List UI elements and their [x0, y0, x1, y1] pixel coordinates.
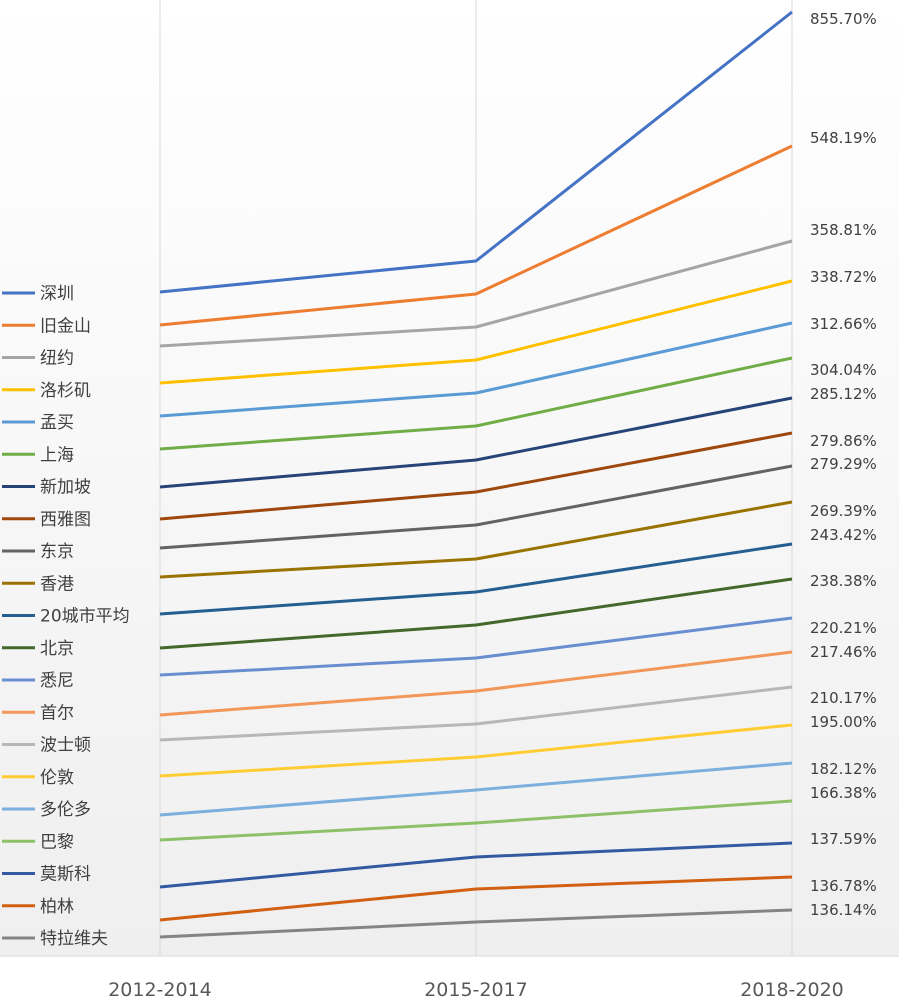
data-label: 238.38%: [810, 572, 877, 590]
legend-item: 多伦多: [2, 800, 91, 820]
legend-item: 上海: [2, 445, 74, 465]
x-tick-label: 2012-2014: [108, 979, 212, 999]
series-line: [159, 650, 793, 717]
legend-label: 香港: [40, 574, 74, 594]
legend-label: 西雅图: [40, 510, 91, 530]
legend-item: 深圳: [2, 284, 74, 304]
data-label: 548.19%: [810, 129, 877, 147]
legend-item: 悉尼: [2, 671, 74, 691]
legend-label: 旧金山: [40, 316, 91, 336]
data-label: 304.04%: [810, 361, 877, 379]
series-line: [159, 761, 793, 817]
legend-item: 波士顿: [2, 736, 91, 756]
data-label: 312.66%: [810, 315, 877, 333]
data-label: 358.81%: [810, 221, 877, 239]
legend-item: 旧金山: [2, 316, 91, 336]
series-line: [159, 279, 793, 385]
legend-item: 首尔: [2, 703, 74, 723]
series-line: [159, 321, 793, 418]
data-label: 220.21%: [810, 619, 877, 637]
series-line: [159, 464, 793, 550]
legend-item: 新加坡: [2, 478, 91, 498]
data-label: 338.72%: [810, 268, 877, 286]
legend-label: 巴黎: [40, 832, 74, 852]
plot-background: [0, 0, 899, 956]
legend-label: 上海: [40, 445, 74, 465]
legend-item: 20城市平均: [2, 607, 130, 627]
data-label: 279.29%: [810, 455, 877, 473]
series-line: [159, 723, 793, 778]
series-line: [159, 841, 793, 889]
legend-item: 香港: [2, 574, 74, 594]
x-tick-label: 2018-2020: [740, 979, 844, 999]
data-label: 136.14%: [810, 901, 877, 919]
series-line: [159, 542, 793, 616]
legend-label: 首尔: [40, 703, 74, 723]
legend-label: 莫斯科: [40, 865, 91, 885]
legend-label: 特拉维夫: [40, 929, 108, 949]
legend-item: 北京: [2, 639, 74, 659]
series-line: [159, 144, 793, 327]
data-label: 195.00%: [810, 713, 877, 731]
legend-item: 柏林: [2, 897, 74, 917]
series-line: [159, 239, 793, 348]
legend-item: 纽约: [2, 349, 74, 369]
data-label: 166.38%: [810, 784, 877, 802]
legend-item: 西雅图: [2, 510, 91, 530]
series-line: [159, 616, 793, 677]
series-line: [159, 577, 793, 650]
data-label: 279.86%: [810, 432, 877, 450]
data-label: 210.17%: [810, 689, 877, 707]
data-label: 285.12%: [810, 385, 877, 403]
legend-label: 深圳: [40, 284, 74, 304]
legend-label: 北京: [40, 639, 74, 659]
data-label: 137.59%: [810, 830, 877, 848]
legend-item: 东京: [2, 542, 74, 562]
data-label: 269.39%: [810, 502, 877, 520]
legend-label: 波士顿: [40, 736, 91, 756]
series-line: [159, 10, 793, 294]
legend-label: 伦敦: [40, 768, 74, 788]
legend-label: 孟买: [40, 413, 74, 433]
series-line: [159, 431, 793, 521]
legend-item: 莫斯科: [2, 865, 91, 885]
series-line: [159, 799, 793, 842]
data-label: 243.42%: [810, 526, 877, 544]
legend-item: 洛杉矶: [2, 381, 91, 401]
legend-item: 特拉维夫: [2, 929, 108, 949]
legend-label: 柏林: [40, 897, 74, 917]
legend-item: 巴黎: [2, 832, 74, 852]
series-line: [159, 356, 793, 451]
x-tick-label: 2015-2017: [424, 979, 528, 999]
series-line: [159, 500, 793, 579]
series-line: [159, 875, 793, 922]
legend-label: 纽约: [40, 349, 74, 369]
legend-label: 悉尼: [40, 671, 74, 691]
legend-label: 多伦多: [40, 800, 91, 820]
data-label: 136.78%: [810, 877, 877, 895]
series-line: [159, 396, 793, 489]
data-label: 182.12%: [810, 760, 877, 778]
legend-label: 洛杉矶: [40, 381, 91, 401]
legend-item: 孟买: [2, 413, 74, 433]
series-line: [159, 908, 793, 939]
legend-label: 20城市平均: [40, 607, 130, 627]
data-label: 855.70%: [810, 10, 877, 28]
data-label: 217.46%: [810, 643, 877, 661]
legend-label: 新加坡: [40, 478, 91, 498]
series-line: [159, 685, 793, 742]
legend-item: 伦敦: [2, 768, 74, 788]
legend-label: 东京: [40, 542, 74, 562]
